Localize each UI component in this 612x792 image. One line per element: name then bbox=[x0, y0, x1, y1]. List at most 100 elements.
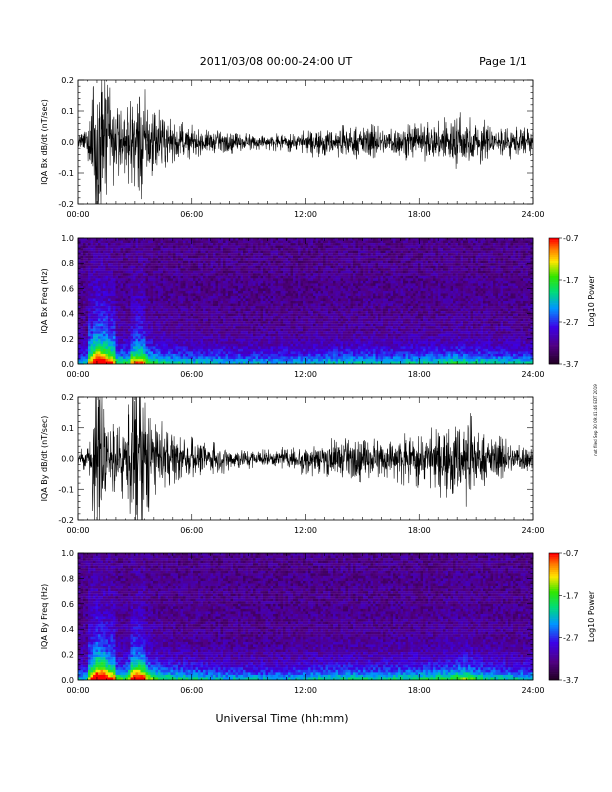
colorbar-segment bbox=[549, 567, 559, 571]
colorbar-segment bbox=[549, 574, 559, 577]
colorbar-segment bbox=[549, 608, 559, 611]
x-axis-title: Universal Time (hh:mm) bbox=[216, 712, 349, 725]
colorbar-segment bbox=[549, 309, 559, 312]
colorbar-segment bbox=[549, 641, 559, 645]
colorbar-segment bbox=[549, 357, 559, 361]
timestamp-stamp: not filed Sep 30 09:41:46 EDT 2019 bbox=[593, 384, 598, 456]
colorbar-segment bbox=[549, 588, 559, 592]
colorbar-segment bbox=[549, 286, 559, 289]
y-tick-label: 0.2 bbox=[61, 335, 74, 344]
x-tick-label: 12:00 bbox=[294, 370, 317, 379]
colorbar-segment bbox=[549, 605, 559, 609]
colorbar-segment bbox=[549, 669, 559, 672]
y-tick-label: 1.0 bbox=[61, 234, 74, 243]
x-tick-label: 00:00 bbox=[66, 210, 89, 219]
colorbar-frame bbox=[548, 552, 560, 681]
x-tick-label: 06:00 bbox=[180, 370, 203, 379]
colorbar-segment bbox=[549, 269, 559, 272]
y-tick-label: 0.1 bbox=[61, 107, 74, 116]
colorbar-segment bbox=[549, 663, 559, 666]
colorbar-segment bbox=[549, 284, 559, 287]
colorbar-segment bbox=[549, 591, 559, 594]
colorbar-segment bbox=[549, 246, 559, 249]
colorbar-segment bbox=[549, 650, 559, 653]
plot-frame bbox=[77, 79, 534, 205]
x-tick-label: 00:00 bbox=[66, 526, 89, 535]
x-tick-label: 24:00 bbox=[521, 210, 544, 219]
colorbar-segment bbox=[549, 292, 559, 295]
colorbar-segment bbox=[549, 559, 559, 562]
colorbar-segment bbox=[549, 614, 559, 617]
colorbar-segment bbox=[549, 561, 559, 564]
colorbar-segment bbox=[549, 565, 559, 569]
colorbar-segment bbox=[549, 294, 559, 298]
colorbar-segment bbox=[549, 654, 559, 658]
colorbar-segment bbox=[549, 238, 559, 241]
colorbar-segment bbox=[549, 288, 559, 291]
colorbar-segment bbox=[549, 322, 559, 325]
colorbar-segment bbox=[549, 569, 559, 573]
y-tick-label: -0.1 bbox=[58, 485, 74, 494]
plot-title: 2011/03/08 00:00-24:00 UT bbox=[200, 55, 353, 68]
colorbar-label: Log10 Power bbox=[587, 590, 596, 642]
panels: 0.20.10.0-0.1-0.200:00 06:00 12:00 18:00 24:… bbox=[40, 76, 596, 695]
plot-frame bbox=[77, 396, 534, 521]
x-tick-label: 00:00 bbox=[66, 686, 89, 695]
colorbar-segment bbox=[549, 263, 559, 266]
colorbar-segment bbox=[549, 252, 559, 256]
colorbar-segment bbox=[549, 603, 559, 607]
colorbar-segment bbox=[549, 317, 559, 321]
colorbar-segment bbox=[549, 635, 559, 638]
colorbar-segment bbox=[549, 563, 559, 566]
colorbar-segment bbox=[549, 271, 559, 274]
x-tick-label: 18:00 bbox=[408, 210, 431, 219]
colorbar-segment bbox=[549, 580, 559, 583]
colorbar-segment bbox=[549, 359, 559, 363]
colorbar-segment bbox=[549, 616, 559, 619]
x-tick-label: 18:00 bbox=[408, 370, 431, 379]
colorbar-tick-label: -2.7 bbox=[563, 318, 579, 327]
colorbar-segment bbox=[549, 298, 559, 302]
colorbar-segment bbox=[549, 353, 559, 356]
y-tick-label: 0.8 bbox=[61, 259, 74, 268]
colorbar-tick-label: -1.7 bbox=[563, 591, 579, 600]
colorbar-segment bbox=[549, 667, 559, 670]
colorbar-segment bbox=[549, 673, 559, 677]
colorbar-segment bbox=[549, 644, 559, 647]
colorbar-tick-label: -2.7 bbox=[563, 634, 579, 643]
x-tick-label: 18:00 bbox=[408, 526, 431, 535]
colorbar-segment bbox=[549, 660, 559, 664]
colorbar-segment bbox=[549, 345, 559, 348]
colorbar-segment bbox=[549, 254, 559, 258]
colorbar-segment bbox=[549, 361, 559, 365]
colorbar-tick-label: -0.7 bbox=[563, 234, 579, 243]
colorbar-segment bbox=[549, 582, 559, 586]
colorbar-segment bbox=[549, 652, 559, 655]
colorbar-segment bbox=[549, 242, 559, 245]
y-tick-label: 0.4 bbox=[61, 310, 74, 319]
colorbar-tick-label: -3.7 bbox=[563, 676, 579, 685]
y-tick-label: 0.0 bbox=[61, 138, 74, 147]
colorbar-segment bbox=[549, 256, 559, 260]
colorbar-segment bbox=[549, 265, 559, 268]
x-tick-label: 24:00 bbox=[521, 370, 544, 379]
colorbar-segment bbox=[549, 627, 559, 630]
colorbar-segment bbox=[549, 343, 559, 346]
x-tick-label: 06:00 bbox=[180, 210, 203, 219]
y-tick-label: 0.0 bbox=[61, 676, 74, 685]
colorbar-segment bbox=[549, 557, 559, 560]
colorbar-segment bbox=[549, 612, 559, 615]
colorbar-segment bbox=[549, 601, 559, 605]
colorbar-segment bbox=[549, 277, 559, 281]
colorbar-segment bbox=[549, 340, 559, 344]
colorbar-segment bbox=[549, 675, 559, 679]
colorbar-segment bbox=[549, 313, 559, 316]
colorbar-segment bbox=[549, 328, 559, 331]
colorbar-segment bbox=[549, 593, 559, 596]
colorbar-segment bbox=[549, 273, 559, 277]
y-tick-label: 0.8 bbox=[61, 574, 74, 583]
colorbar-segment bbox=[549, 620, 559, 624]
colorbar-segment bbox=[549, 622, 559, 626]
colorbar-segment bbox=[549, 336, 559, 340]
y-tick-label: -0.2 bbox=[58, 200, 74, 209]
